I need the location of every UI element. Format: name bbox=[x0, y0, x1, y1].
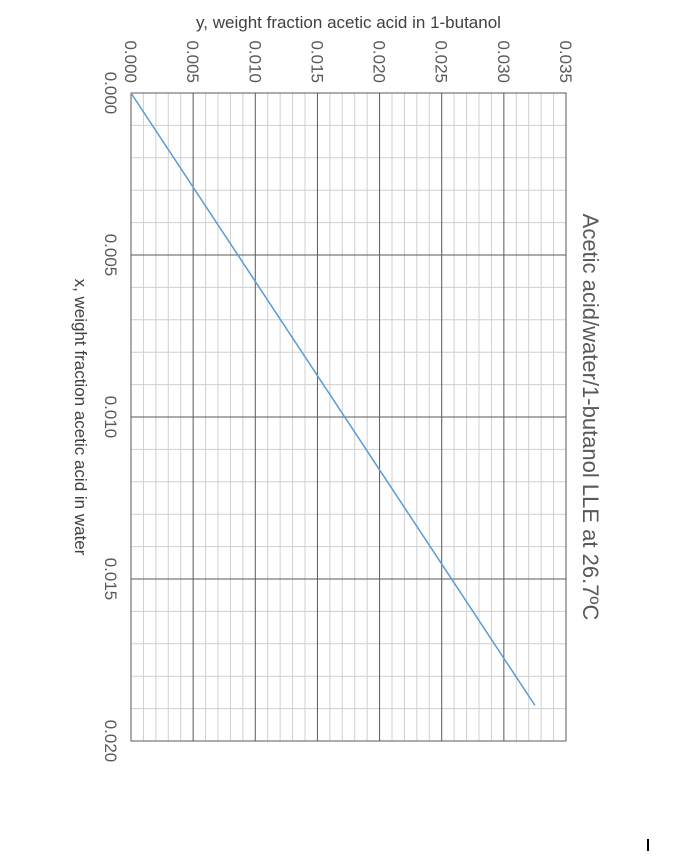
x-tick-label: 0.020 bbox=[101, 720, 120, 763]
major-gridlines bbox=[131, 93, 566, 741]
y-axis-title: y, weight fraction acetic acid in 1-buta… bbox=[196, 13, 501, 32]
y-tick-label: 0.030 bbox=[494, 40, 513, 83]
rotated-chart: 0.000 0.005 0.010 0.015 0.020 0.000 0.005 0.01… bbox=[71, 13, 603, 762]
x-tick-label: 0.015 bbox=[101, 558, 120, 601]
x-tick-label: 0.005 bbox=[101, 234, 120, 277]
series-layer bbox=[130, 92, 536, 706]
chart-title: Acetic acid/water/1-butanol LLE at 26.7º… bbox=[578, 214, 603, 621]
y-tick-label: 0.020 bbox=[370, 40, 389, 83]
y-tick-label: 0.035 bbox=[556, 40, 575, 83]
cursor-mark bbox=[647, 839, 649, 851]
y-tick-label: 0.005 bbox=[183, 40, 202, 83]
x-tick-label: 0.010 bbox=[101, 396, 120, 439]
x-axis-title: x, weight fraction acetic acid in water bbox=[71, 279, 90, 556]
y-tick-label: 0.010 bbox=[245, 40, 264, 83]
y-tick-label: 0.000 bbox=[121, 40, 140, 83]
y-tick-labels: 0.000 0.005 0.010 0.015 0.020 0.025 0.030 0.035 bbox=[121, 40, 575, 83]
y-tick-label: 0.025 bbox=[432, 40, 451, 83]
series-line bbox=[130, 92, 536, 706]
x-tick-labels: 0.000 0.005 0.010 0.015 0.020 bbox=[101, 72, 120, 763]
x-tick-label: 0.000 bbox=[101, 72, 120, 115]
plot-area-border bbox=[130, 92, 567, 742]
y-tick-label: 0.015 bbox=[307, 40, 326, 83]
